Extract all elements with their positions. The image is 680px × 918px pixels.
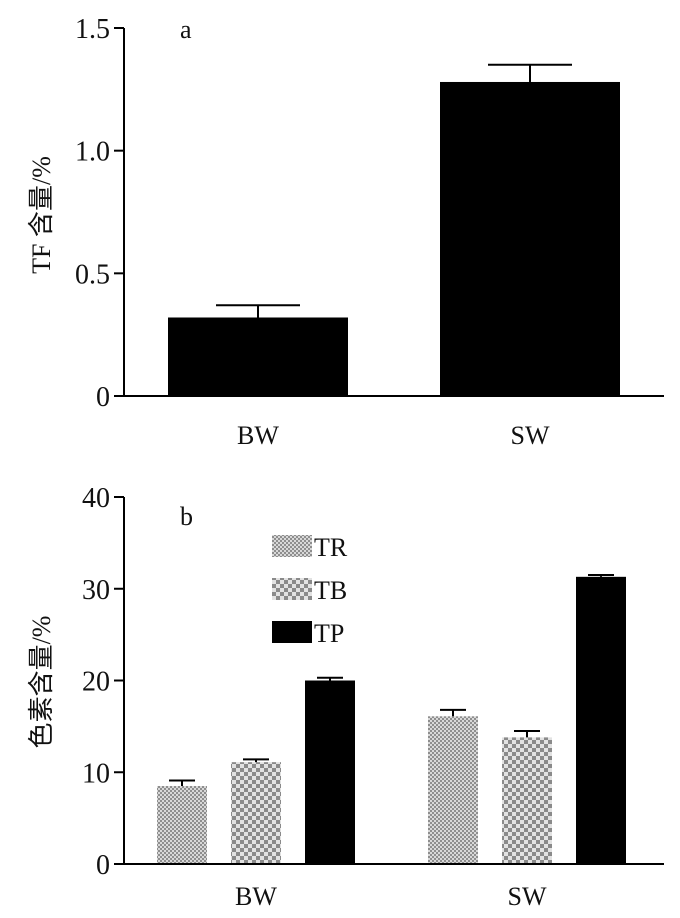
panel-a-axes (123, 28, 664, 397)
panel-b-bar-tr (428, 716, 478, 864)
panel-b-bar-tb (231, 762, 281, 864)
legend-swatch-tr (272, 535, 312, 557)
panel-b-y-tick-label: 0 (96, 850, 110, 881)
panel-a-bar (440, 81, 620, 397)
panel-b-bar-tp (576, 576, 626, 864)
panel-b-letter: b (180, 502, 193, 531)
legend-label-tb: TB (314, 576, 347, 605)
panel-a-y-tick-label: 0.5 (75, 259, 110, 290)
panel-b-bar-tp (305, 680, 355, 864)
panel-b-y-tick-label: 20 (82, 667, 110, 698)
panel-b-y-tick-label: 40 (82, 483, 110, 514)
legend-label-tp: TP (314, 619, 344, 648)
panel-b-category-label: BW (235, 882, 277, 911)
panel-b-y-tick-label: 10 (82, 758, 110, 789)
panel-a-y-axis-title: TF 含量/% (27, 156, 56, 274)
panel-a-letter: a (180, 15, 192, 44)
panel-a-category-label: SW (511, 421, 550, 450)
panel-a-bar (168, 317, 348, 396)
panel-a-y-tick-label: 0 (96, 382, 110, 413)
panel-b-legend: TR TB TP (272, 533, 348, 648)
panel-b-bar-tb (502, 737, 552, 864)
panel-a-category-label: BW (237, 421, 279, 450)
panel-b-y-axis-title: 色素含量/% (27, 616, 56, 749)
panel-a-y-tick-label: 1.0 (75, 137, 110, 168)
panel-b-bar-tr (157, 786, 207, 864)
chart-panel-a: a TF 含量/% 0 0.5 1.0 1.5 BW SW (27, 14, 664, 450)
legend-label-tr: TR (314, 533, 348, 562)
legend-swatch-tb (272, 578, 312, 600)
legend-swatch-tp (272, 621, 312, 643)
panel-b-category-label: SW (508, 882, 547, 911)
panel-b-y-tick-label: 30 (82, 575, 110, 606)
chart-panel-b: b 色素含量/% 0 10 20 30 40 BW SW TR TB TP (27, 483, 664, 911)
panel-a-y-tick-label: 1.5 (75, 14, 110, 45)
